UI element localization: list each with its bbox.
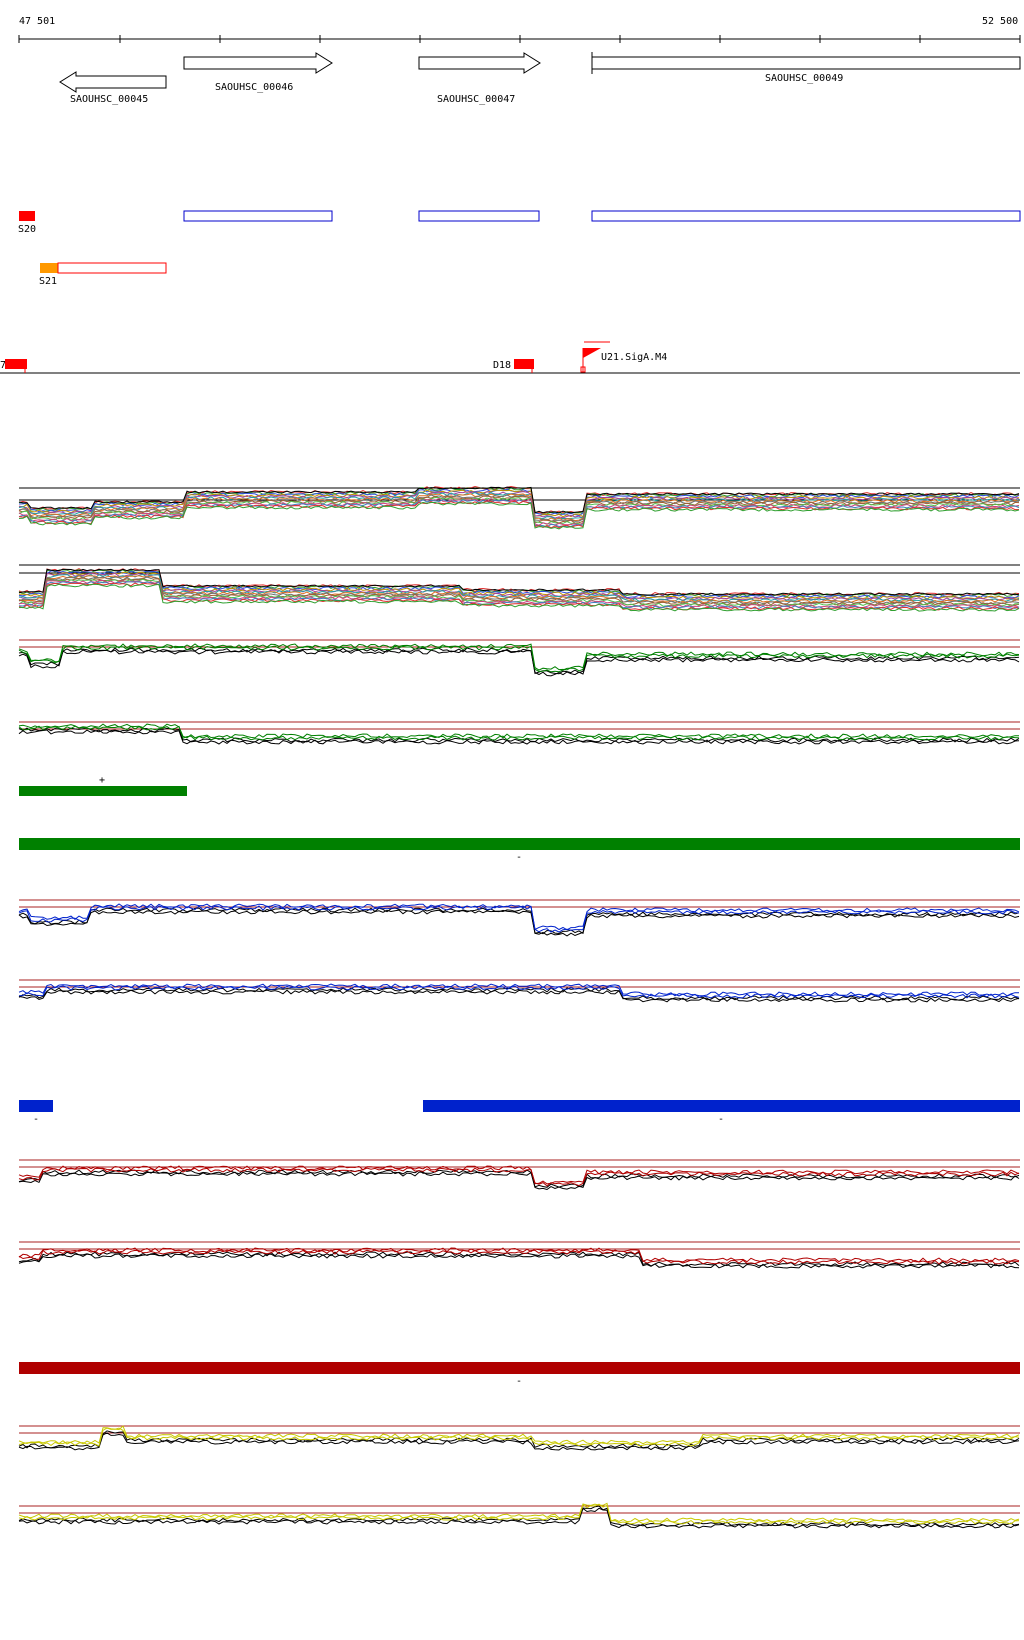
feature-s20-label: S20 [18,224,36,235]
feature-partial[interactable] [5,359,27,369]
gene-box[interactable] [183,210,333,222]
gene-box-track [183,210,1021,222]
gene-label-3: SAOUHSC_00047 [437,94,515,105]
signal-track-red-1 [18,1159,1020,1191]
ruler-ticks [18,35,1021,43]
segment-sign-green-minus: - [516,852,522,863]
gene-box[interactable] [591,210,1021,222]
segment-green-plus[interactable] [19,786,187,796]
signal-track-green-2 [18,721,1020,745]
segment-green-minus[interactable] [19,838,1020,850]
ruler-end-label: 52 500 [982,16,1018,27]
feature-d18[interactable] [514,359,534,369]
segment-bars: + - - - - [19,775,1020,1387]
signal-track-green-1 [18,639,1020,677]
segment-sign-blue-left: - [33,1114,39,1125]
gene-arrow-icon[interactable] [591,52,1021,74]
gene-arrow-icon[interactable] [59,71,167,93]
segment-blue-right[interactable] [423,1100,1020,1112]
signal-track-red-2 [18,1241,1020,1269]
segment-sign-blue-right: - [718,1114,724,1125]
feature-s20[interactable] [19,211,35,221]
feature-s21[interactable] [40,263,58,273]
promoter-track: 7 D18 U21.SigA.M4 [0,341,1020,374]
gene-track: SAOUHSC_00045 SAOUHSC_00046 SAOUHSC_0004… [59,52,1021,105]
gene-label-1: SAOUHSC_00045 [70,94,148,105]
signal-track-yellow-2 [18,1502,1020,1529]
signal-track-blue-2 [18,979,1020,1003]
signal-tracks [18,485,1020,1529]
coverage-track-reverse [18,564,1020,612]
segment-blue-left[interactable] [19,1100,53,1112]
gene-label-2: SAOUHSC_00046 [215,82,293,93]
feature-u21-label: U21.SigA.M4 [601,352,667,363]
feature-partial-label: 7 [0,360,6,371]
feature-d18-label: D18 [493,360,511,371]
feature-track: S20 S21 [18,211,167,287]
gene-label-4: SAOUHSC_00049 [765,73,843,84]
segment-sign-green-plus: + [99,775,105,786]
ruler-start-label: 47 501 [19,16,55,27]
coordinate-ruler: 47 501 52 500 [18,16,1021,43]
gene-arrow-icon[interactable] [183,52,333,74]
signal-track-yellow-1 [18,1425,1020,1451]
feature-s21-label: S21 [39,276,57,287]
promoter-flag-icon[interactable] [580,348,601,373]
segment-dark-red[interactable] [19,1362,1020,1374]
coverage-track-forward [18,485,1020,530]
feature-s21-extent [57,262,167,274]
gene-box[interactable] [418,210,540,222]
segment-sign-dark-red: - [516,1376,522,1387]
gene-arrow-icon[interactable] [418,52,541,74]
signal-track-blue-1 [18,899,1020,937]
